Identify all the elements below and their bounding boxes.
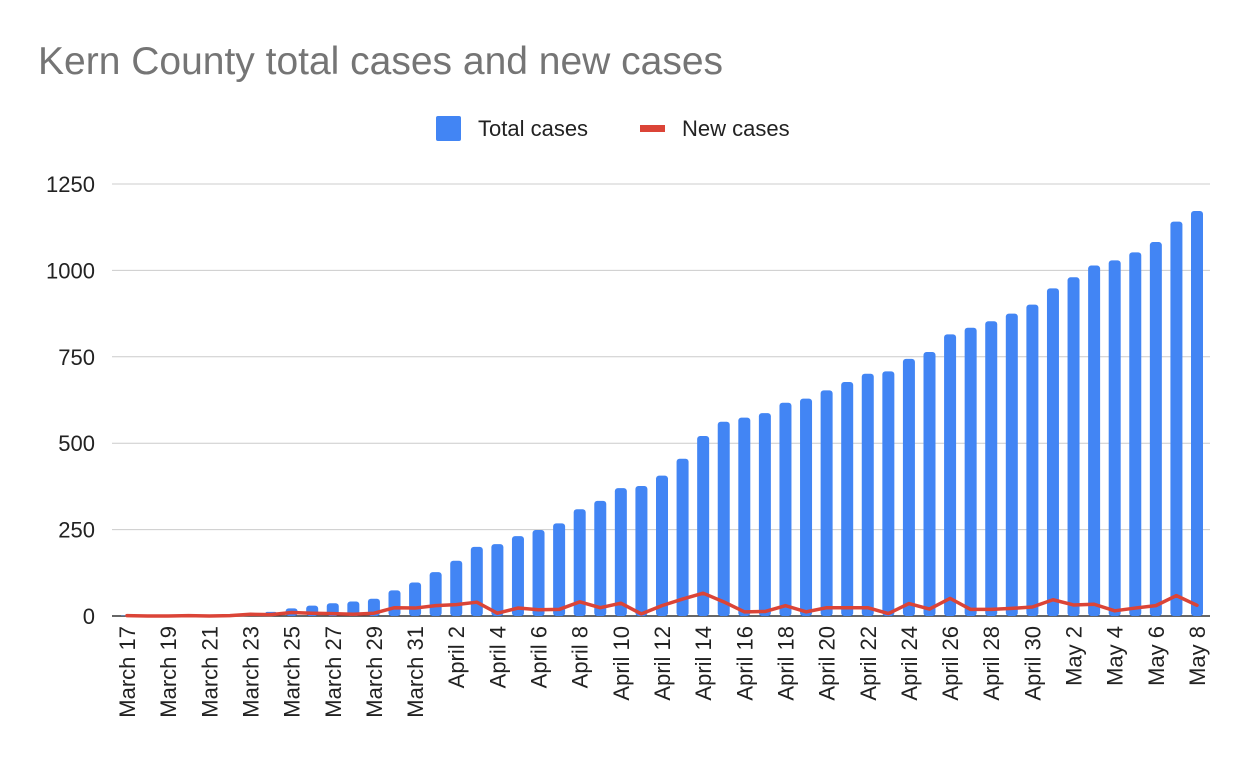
y-tick-label: 750 <box>58 345 95 370</box>
x-tick-label: April 10 <box>609 626 634 701</box>
y-tick-label: 1250 <box>46 172 95 197</box>
bar-total-cases <box>1067 277 1080 616</box>
y-tick-label: 1000 <box>46 258 95 283</box>
bar-total-cases <box>861 373 874 616</box>
bar-total-cases <box>532 529 545 616</box>
x-tick-label: May 2 <box>1062 626 1087 686</box>
total-cases-bars <box>121 210 1203 617</box>
bar-total-cases <box>429 572 442 616</box>
bar-total-cases <box>553 523 566 616</box>
bar-total-cases <box>409 582 422 616</box>
legend-label-new-cases: New cases <box>682 116 790 141</box>
bar-total-cases <box>985 321 998 616</box>
bar-total-cases <box>902 358 915 616</box>
bar-total-cases <box>1088 265 1101 616</box>
x-tick-label: April 18 <box>773 626 798 701</box>
bar-total-cases <box>491 544 504 616</box>
bar-total-cases <box>1046 288 1059 616</box>
bar-total-cases <box>388 590 401 616</box>
bar-total-cases <box>738 417 751 616</box>
bar-total-cases <box>1170 221 1183 616</box>
bar-total-cases <box>717 421 730 616</box>
bar-total-cases <box>614 488 627 616</box>
x-tick-label: April 4 <box>485 626 510 688</box>
new-cases-line <box>125 591 1199 618</box>
chart-title: Kern County total cases and new cases <box>38 40 724 83</box>
bar-total-cases <box>923 351 936 616</box>
x-tick-label: March 31 <box>403 626 428 718</box>
legend: Total cases New cases <box>436 116 790 141</box>
x-tick-label: April 16 <box>732 626 757 701</box>
bar-total-cases <box>841 382 854 616</box>
x-tick-label: March 17 <box>115 626 140 718</box>
bar-total-cases <box>1129 252 1142 616</box>
bar-total-cases <box>594 500 607 616</box>
bar-total-cases <box>656 475 668 616</box>
bar-total-cases <box>1026 304 1039 616</box>
bar-total-cases <box>1108 260 1121 616</box>
bar-total-cases <box>573 509 586 616</box>
x-tick-label: May 6 <box>1144 626 1169 686</box>
bar-total-cases <box>470 546 483 616</box>
x-tick-label: April 6 <box>527 626 552 688</box>
legend-swatch-total-cases <box>436 116 461 141</box>
y-tick-label: 500 <box>58 431 95 456</box>
x-tick-label: May 8 <box>1185 626 1210 686</box>
x-tick-label: April 12 <box>650 626 675 701</box>
y-tick-label: 250 <box>58 518 95 543</box>
x-tick-label: March 27 <box>321 626 346 718</box>
x-tick-label: April 26 <box>938 626 963 701</box>
y-axis-ticks: 0 250 500 750 1000 1250 <box>46 172 95 629</box>
x-tick-label: March 21 <box>197 626 222 718</box>
bar-total-cases <box>450 560 463 616</box>
x-tick-label: April 24 <box>897 626 922 701</box>
x-tick-label: March 29 <box>362 626 387 718</box>
bar-total-cases <box>676 458 689 616</box>
bar-total-cases <box>820 390 833 616</box>
bar-total-cases <box>964 327 977 616</box>
x-tick-label: April 20 <box>815 626 840 701</box>
x-tick-label: May 4 <box>1103 626 1128 686</box>
x-tick-label: April 14 <box>691 626 716 701</box>
x-tick-label: April 8 <box>568 626 593 688</box>
bar-total-cases <box>1191 210 1203 617</box>
bar-total-cases <box>1149 242 1162 617</box>
x-axis-ticks: March 17 March 19 March 21 March 23 March 25… <box>115 626 1210 718</box>
bar-total-cases <box>511 536 524 616</box>
bar-total-cases <box>1005 313 1018 616</box>
bar-total-cases <box>800 398 813 616</box>
bar-total-cases <box>882 371 895 616</box>
bar-total-cases <box>944 334 957 616</box>
x-tick-label: April 2 <box>444 626 469 688</box>
x-tick-label: March 23 <box>238 626 263 718</box>
bar-total-cases <box>779 402 792 616</box>
x-tick-label: April 30 <box>1020 626 1045 701</box>
bar-total-cases <box>758 413 771 616</box>
x-tick-label: March 19 <box>156 626 181 718</box>
x-tick-label: March 25 <box>280 626 305 718</box>
bar-total-cases <box>697 435 710 616</box>
x-tick-label: April 28 <box>979 626 1004 701</box>
x-tick-label: April 22 <box>856 626 881 701</box>
bar-total-cases <box>635 486 648 616</box>
legend-label-total-cases: Total cases <box>478 116 588 141</box>
y-tick-label: 0 <box>83 604 95 629</box>
legend-swatch-new-cases <box>640 125 665 132</box>
